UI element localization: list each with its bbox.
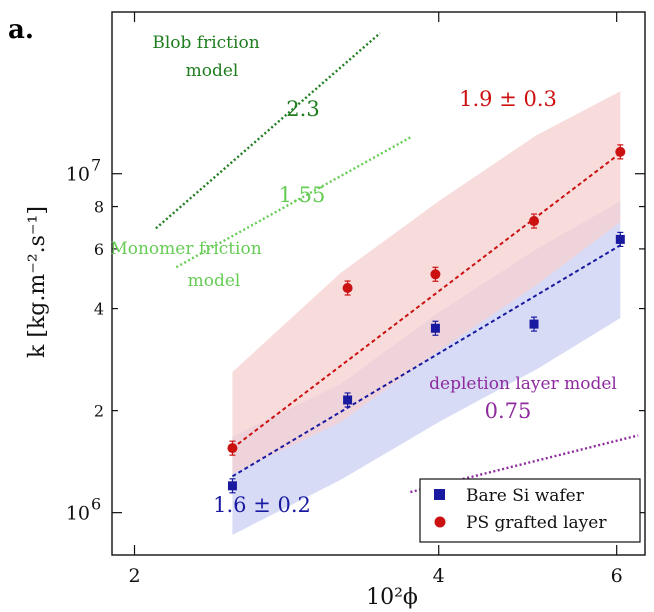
plot-frame — [111, 11, 646, 556]
fit-line-ps-grafted-layer — [231, 152, 621, 449]
monomer-friction-label-line1: Monomer friction — [110, 239, 261, 259]
y-tick-label-exponent: 7 — [91, 156, 101, 175]
x-axis-label: 10²ϕ — [366, 585, 418, 610]
data-points — [227, 144, 626, 494]
legend-label-ps: PS grafted layer — [466, 513, 607, 533]
panel-label: a. — [8, 15, 34, 45]
guide-lines — [155, 32, 639, 494]
guide-line-depletion-layer-model — [410, 434, 639, 494]
fit-line-bare-si-wafer — [231, 244, 621, 478]
fit-lines — [231, 152, 621, 478]
y-tick-label: 8 — [94, 198, 104, 217]
data-point-ps-grafted-layer — [430, 269, 441, 280]
bare-fit-slope-label: 1.6 ± 0.2 — [213, 493, 311, 517]
blob-friction-label-line1: Blob friction — [152, 33, 259, 53]
data-point-ps-grafted-layer — [342, 283, 353, 294]
data-point-ps-grafted-layer — [615, 146, 626, 157]
x-tick-label: 2 — [128, 565, 140, 587]
data-point-bare-si-wafer — [529, 319, 539, 329]
depletion-slope-label: 0.75 — [485, 399, 532, 423]
data-point-bare-si-wafer — [343, 395, 353, 405]
data-point-bare-si-wafer — [430, 323, 440, 333]
legend-marker-bare — [434, 489, 445, 500]
depletion-model-label: depletion layer model — [429, 374, 617, 394]
legend: Bare Si wafer PS grafted layer — [419, 478, 641, 543]
data-point-ps-grafted-layer — [529, 216, 540, 227]
y-tick-label: 6 — [94, 240, 104, 259]
confidence-bands — [232, 91, 621, 535]
y-tick-label: 4 — [94, 300, 104, 319]
x-tick-label: 6 — [611, 565, 623, 587]
ps-fit-slope-label: 1.9 ± 0.3 — [459, 87, 557, 111]
y-axis-label: k [kg.m⁻².s⁻¹] — [25, 206, 50, 358]
y-tick-label: 2 — [94, 402, 104, 421]
guide-line-blob-friction-model — [155, 32, 381, 230]
data-point-ps-grafted-layer — [227, 443, 238, 454]
y-tick-label: 10 — [66, 164, 90, 186]
band-ps-grafted-layer — [232, 91, 621, 475]
legend-marker-ps — [434, 516, 446, 528]
legend-label-bare: Bare Si wafer — [466, 486, 585, 506]
blob-slope-label: 2.3 — [286, 97, 319, 121]
y-tick-label-exponent: 6 — [91, 495, 101, 514]
data-point-bare-si-wafer — [615, 234, 625, 244]
monomer-friction-label-line2: model — [188, 271, 241, 291]
monomer-slope-label: 1.55 — [279, 183, 326, 207]
legend-box — [419, 478, 641, 543]
data-point-bare-si-wafer — [227, 481, 237, 491]
y-tick-label: 10 — [66, 503, 90, 525]
blob-friction-label-line2: model — [186, 61, 239, 81]
x-tick-label: 4 — [433, 565, 445, 587]
